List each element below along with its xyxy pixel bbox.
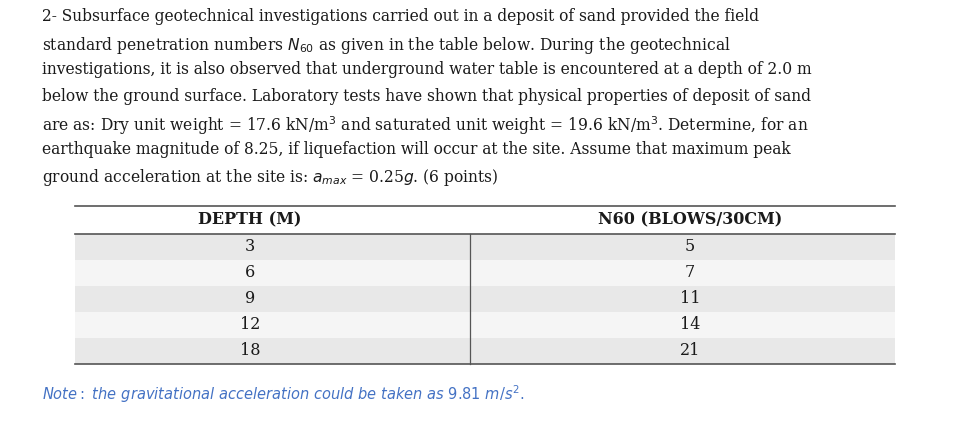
Text: $\it{Note:\ the\ gravitational\ acceleration\ could\ be\ taken\ as\ 9.81\ m/s^2.: $\it{Note:\ the\ gravitational\ accelera… — [42, 383, 524, 405]
Text: are as: Dry unit weight = 17.6 kN/m$^3$ and saturated unit weight = 19.6 kN/m$^3: are as: Dry unit weight = 17.6 kN/m$^3$ … — [42, 114, 808, 137]
Text: 3: 3 — [245, 238, 255, 255]
Text: standard penetration numbers $N_{60}$ as given in the table below. During the ge: standard penetration numbers $N_{60}$ as… — [42, 35, 731, 56]
Text: 7: 7 — [685, 264, 695, 281]
Text: 9: 9 — [245, 290, 255, 307]
Bar — [75, 259, 895, 285]
Text: earthquake magnitude of 8.25, if liquefaction will occur at the site. Assume tha: earthquake magnitude of 8.25, if liquefa… — [42, 140, 791, 158]
Text: DEPTH (M): DEPTH (M) — [199, 211, 301, 228]
Text: below the ground surface. Laboratory tests have shown that physical properties o: below the ground surface. Laboratory tes… — [42, 87, 811, 104]
Text: 2- Subsurface geotechnical investigations carried out in a deposit of sand provi: 2- Subsurface geotechnical investigation… — [42, 8, 759, 25]
Text: N60 (BLOWS/30CM): N60 (BLOWS/30CM) — [598, 211, 782, 228]
Bar — [75, 285, 895, 312]
Text: 18: 18 — [239, 342, 261, 359]
Text: 21: 21 — [680, 342, 701, 359]
Bar — [75, 312, 895, 338]
Text: 14: 14 — [680, 316, 701, 333]
Bar — [75, 234, 895, 259]
Text: 12: 12 — [239, 316, 261, 333]
Text: 6: 6 — [245, 264, 255, 281]
Text: investigations, it is also observed that underground water table is encountered : investigations, it is also observed that… — [42, 61, 812, 78]
Text: 11: 11 — [679, 290, 701, 307]
Text: 5: 5 — [685, 238, 695, 255]
Bar — [75, 338, 895, 363]
Text: ground acceleration at the site is: $a_{max}$ = 0.25$g$. (6 points): ground acceleration at the site is: $a_{… — [42, 167, 499, 188]
